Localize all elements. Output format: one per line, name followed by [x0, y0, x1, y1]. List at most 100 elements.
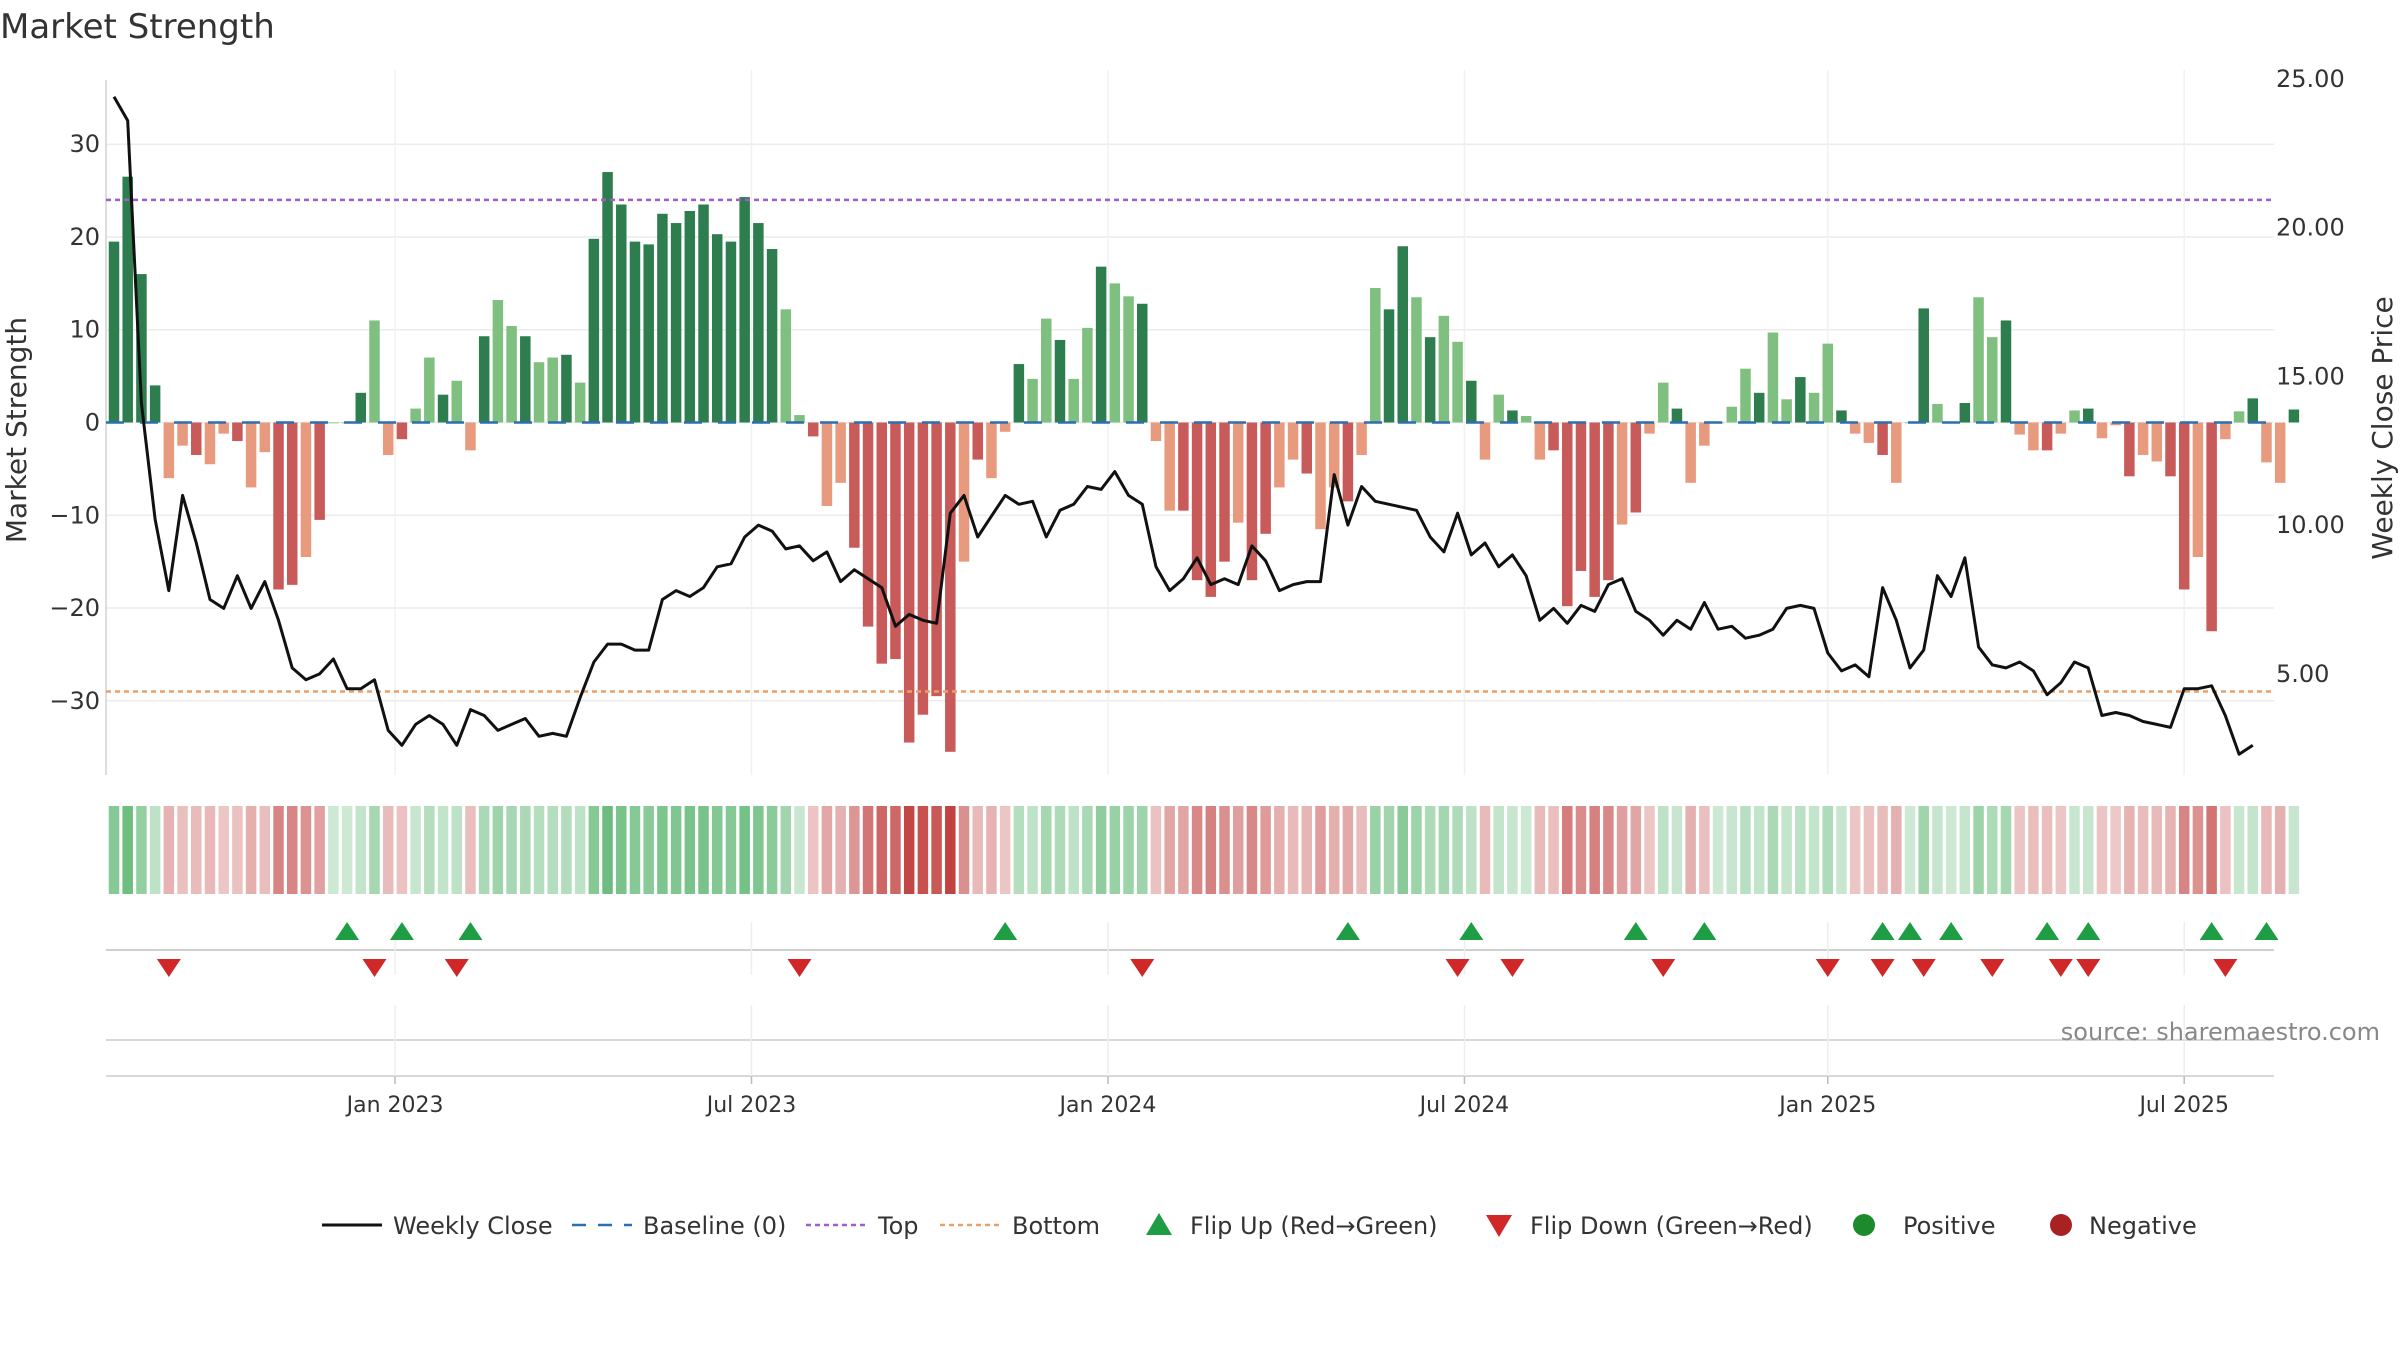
heat-cell — [382, 806, 394, 894]
heat-cell — [1603, 806, 1614, 894]
strength-bar — [903, 422, 915, 743]
legend-label: Positive — [1903, 1212, 1996, 1240]
heat-cell — [520, 806, 531, 894]
heat-cell — [1438, 806, 1450, 894]
heat-cell — [1520, 806, 1532, 894]
y-axis-label: Market Strength — [0, 317, 33, 543]
strength-bar — [2206, 422, 2217, 632]
strength-bar — [2110, 422, 2121, 426]
strength-bar — [807, 422, 819, 437]
strength-bar — [1232, 422, 1244, 523]
strength-bar — [931, 422, 942, 697]
y2-tick-label: 15.00 — [2276, 362, 2345, 390]
flip-up-marker — [1335, 922, 1360, 940]
strength-bar — [136, 274, 147, 423]
heat-cell — [163, 806, 175, 894]
strength-bar — [1013, 364, 1025, 423]
heat-cell — [1164, 806, 1175, 894]
strength-bar — [1781, 399, 1792, 423]
strength-bar — [218, 422, 229, 434]
heat-cell — [602, 806, 613, 894]
flip-up-marker — [2254, 922, 2279, 940]
heat-cell — [2137, 806, 2149, 894]
strength-bar — [1328, 422, 1340, 488]
strength-bar — [1150, 422, 1162, 442]
flip-down-marker — [1980, 959, 2005, 977]
flip-down-marker — [1500, 959, 1525, 977]
y-tick-label: −30 — [49, 687, 100, 715]
strength-bar — [547, 357, 558, 423]
heat-cell — [711, 806, 723, 894]
heat-cell — [1712, 806, 1724, 894]
strength-bar — [1205, 422, 1217, 597]
heat-cell — [766, 806, 778, 894]
strength-bar — [1287, 422, 1299, 460]
strength-bar — [1644, 422, 1655, 434]
strength-bar — [1589, 422, 1600, 597]
heat-cell — [396, 806, 408, 894]
strength-bar — [2288, 409, 2300, 423]
strength-bar — [533, 362, 545, 423]
heat-cell — [1808, 806, 1820, 894]
heat-cell — [821, 806, 833, 894]
flip-down-marker — [1870, 959, 1895, 977]
heat-cell — [1109, 806, 1121, 894]
strength-bar — [2082, 408, 2094, 423]
y-axis-ticks: 30 20 10 0 −10 −20 −30 — [49, 130, 100, 715]
strength-bar — [2124, 422, 2135, 477]
strength-bar — [300, 422, 312, 558]
heat-cell — [191, 806, 202, 894]
strength-bar — [698, 204, 709, 423]
close-price-line — [112, 96, 2254, 756]
strength-bar — [465, 422, 476, 451]
heat-cell — [1753, 806, 1765, 894]
heat-cell — [588, 806, 600, 894]
x-tick-label: Jan 2023 — [345, 1093, 444, 1118]
strength-bar — [986, 422, 997, 479]
y2-axis-label: Weekly Close Price — [2366, 296, 2399, 559]
flip-down-marker — [362, 959, 387, 977]
strength-bar — [1164, 422, 1175, 511]
strength-bar — [1424, 337, 1436, 423]
x-tick-label: Jul 2025 — [2137, 1093, 2229, 1118]
heat-cell — [451, 806, 462, 894]
strength-heat-strip — [108, 806, 2300, 894]
strength-bar — [1479, 422, 1491, 460]
heat-cell — [1424, 806, 1436, 894]
heat-cell — [1082, 806, 1093, 894]
flip-down-marker — [1651, 959, 1676, 977]
heat-cell — [1041, 806, 1052, 894]
heat-cell — [958, 806, 970, 894]
heat-cell — [616, 806, 627, 894]
strength-bar — [602, 172, 613, 423]
flip-up-marker — [1939, 922, 1964, 940]
y2-tick-label: 10.00 — [2276, 511, 2345, 539]
heat-cell — [1767, 806, 1779, 894]
y2-tick-label: 20.00 — [2276, 214, 2345, 242]
heat-cell — [1671, 806, 1683, 894]
heat-cell — [2041, 806, 2053, 894]
strength-bar — [1562, 422, 1573, 607]
strength-bar — [643, 244, 654, 423]
heat-cell — [2247, 806, 2259, 894]
heat-cell — [149, 806, 161, 894]
flip-up-marker — [2199, 922, 2224, 940]
strength-bar — [478, 336, 490, 423]
strength-bar — [766, 249, 778, 423]
legend-swatch-flip-down — [1486, 1215, 1512, 1237]
heat-cell — [849, 806, 860, 894]
x-tick-label: Jul 2023 — [705, 1093, 797, 1118]
heat-cell — [2028, 806, 2039, 894]
strength-bar — [355, 392, 367, 423]
strength-bar — [1808, 392, 1820, 423]
strength-bar — [1493, 394, 1504, 423]
strength-bar — [1109, 283, 1121, 423]
heat-cell — [286, 806, 298, 894]
heat-cell — [1657, 806, 1669, 894]
strength-bar — [780, 309, 792, 423]
strength-bar — [2096, 422, 2108, 439]
x-axis-ticks: Jan 2023 Jul 2023 Jan 2024 Jul 2024 Jan 2025… — [345, 1076, 2229, 1118]
strength-bar — [890, 422, 901, 660]
strength-bar — [1603, 422, 1614, 581]
